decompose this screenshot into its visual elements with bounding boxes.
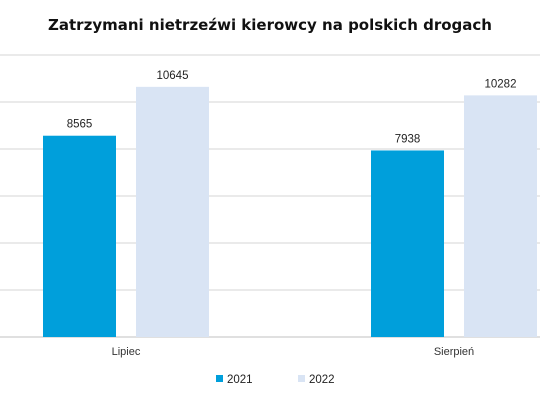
data-label-sierpień-2021: 7938: [395, 133, 421, 145]
x-tick-label-0: Lipiec: [112, 346, 141, 358]
data-labels: 8565 10645 7938 10282: [67, 70, 517, 146]
legend-swatch-2022: [298, 375, 305, 382]
bar-sierpień-2021: [371, 150, 444, 337]
bar-sierpień-2022: [464, 95, 537, 337]
legend: 2021 2022: [216, 374, 335, 386]
gridlines: [0, 54, 540, 338]
legend-swatch-2021: [216, 375, 223, 382]
data-label-sierpień-2022: 10282: [485, 78, 517, 90]
bar-lipiec-2021: [43, 135, 116, 337]
data-label-lipiec-2021: 8565: [67, 119, 93, 131]
x-tick-label-1: Sierpień: [434, 346, 474, 358]
data-label-lipiec-2022: 10645: [157, 70, 189, 82]
x-tick-labels: Lipiec Sierpień: [112, 346, 475, 358]
chart-title: Zatrzymani nietrzeźwi kierowcy na polski…: [48, 16, 492, 34]
bars: [43, 86, 537, 337]
bar-lipiec-2022: [136, 86, 209, 337]
legend-label-2022: 2022: [309, 374, 335, 386]
legend-label-2021: 2021: [227, 374, 253, 386]
